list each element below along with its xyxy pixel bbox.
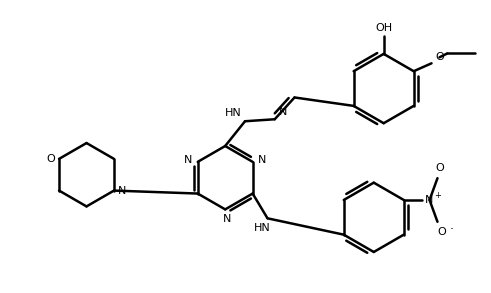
Text: O: O <box>437 227 446 237</box>
Text: N: N <box>425 195 434 205</box>
Text: O: O <box>435 163 444 173</box>
Text: ·: · <box>449 223 453 236</box>
Text: HN: HN <box>254 223 271 233</box>
Text: N: N <box>118 185 126 196</box>
Text: N: N <box>223 214 231 224</box>
Text: N: N <box>278 107 287 117</box>
Text: N: N <box>258 155 267 165</box>
Text: N: N <box>184 155 192 165</box>
Text: +: + <box>435 190 441 200</box>
Text: HN: HN <box>225 108 242 118</box>
Text: O: O <box>47 154 55 164</box>
Text: O: O <box>435 52 444 62</box>
Text: OH: OH <box>375 23 392 33</box>
